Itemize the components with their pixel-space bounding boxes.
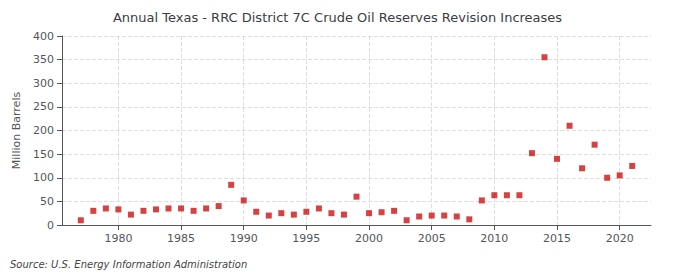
svg-text:2005: 2005	[418, 232, 446, 245]
svg-text:2000: 2000	[355, 232, 383, 245]
svg-text:50: 50	[40, 195, 54, 208]
svg-text:Source: U.S. Energy Informatio: Source: U.S. Energy Information Administ…	[10, 259, 247, 270]
svg-text:1985: 1985	[167, 232, 195, 245]
svg-text:1995: 1995	[292, 232, 320, 245]
svg-text:2020: 2020	[606, 232, 634, 245]
svg-text:Annual Texas - RRC District 7C: Annual Texas - RRC District 7C Crude Oil…	[113, 10, 562, 25]
svg-text:0: 0	[47, 219, 54, 232]
svg-text:150: 150	[33, 148, 54, 161]
svg-text:300: 300	[33, 77, 54, 90]
svg-text:1990: 1990	[230, 232, 258, 245]
svg-text:100: 100	[33, 171, 54, 184]
svg-text:250: 250	[33, 100, 54, 113]
svg-text:2015: 2015	[543, 232, 571, 245]
svg-text:350: 350	[33, 53, 54, 66]
svg-text:Million Barrels: Million Barrels	[10, 92, 23, 170]
svg-text:400: 400	[33, 30, 54, 43]
svg-text:1980: 1980	[104, 232, 132, 245]
svg-text:200: 200	[33, 124, 54, 137]
svg-text:2010: 2010	[480, 232, 508, 245]
